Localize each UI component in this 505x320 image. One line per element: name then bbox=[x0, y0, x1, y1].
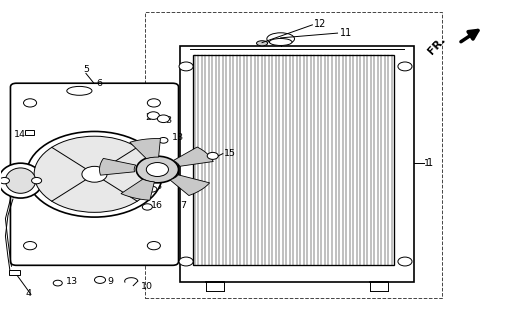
Circle shape bbox=[207, 152, 218, 159]
Polygon shape bbox=[121, 179, 154, 200]
Circle shape bbox=[397, 62, 411, 71]
Bar bbox=[9, 270, 20, 275]
Text: 11: 11 bbox=[339, 28, 351, 38]
Text: 2: 2 bbox=[145, 113, 151, 122]
Polygon shape bbox=[129, 139, 160, 159]
Text: 13: 13 bbox=[171, 133, 183, 142]
Circle shape bbox=[136, 156, 178, 183]
Circle shape bbox=[24, 242, 36, 250]
Text: 4: 4 bbox=[25, 289, 31, 298]
Circle shape bbox=[179, 62, 193, 71]
Circle shape bbox=[157, 115, 169, 123]
Circle shape bbox=[94, 276, 106, 284]
Circle shape bbox=[24, 99, 36, 107]
Text: 13: 13 bbox=[66, 277, 78, 286]
Bar bbox=[24, 131, 33, 135]
Ellipse shape bbox=[6, 168, 35, 193]
Text: 3: 3 bbox=[165, 116, 171, 125]
Text: 7: 7 bbox=[180, 202, 186, 211]
FancyBboxPatch shape bbox=[11, 83, 178, 265]
Circle shape bbox=[147, 242, 160, 250]
Polygon shape bbox=[173, 147, 213, 166]
Text: 13: 13 bbox=[151, 182, 163, 191]
Text: 5: 5 bbox=[83, 65, 89, 74]
Circle shape bbox=[82, 166, 107, 182]
Circle shape bbox=[146, 163, 168, 177]
Ellipse shape bbox=[266, 33, 294, 45]
Circle shape bbox=[159, 138, 168, 143]
Text: 1: 1 bbox=[426, 158, 432, 168]
Bar bbox=[144, 12, 441, 298]
Ellipse shape bbox=[256, 41, 267, 46]
Ellipse shape bbox=[0, 163, 42, 198]
Text: FR.: FR. bbox=[425, 34, 446, 56]
Circle shape bbox=[53, 280, 62, 286]
Polygon shape bbox=[170, 175, 209, 196]
Text: 15: 15 bbox=[223, 148, 235, 157]
Polygon shape bbox=[99, 158, 135, 175]
Text: 12: 12 bbox=[314, 19, 326, 28]
Text: 10: 10 bbox=[141, 282, 153, 292]
Circle shape bbox=[397, 257, 411, 266]
Circle shape bbox=[26, 132, 162, 217]
Text: 9: 9 bbox=[107, 277, 113, 286]
Circle shape bbox=[147, 99, 160, 107]
Circle shape bbox=[147, 112, 159, 119]
Ellipse shape bbox=[269, 38, 291, 45]
Text: 16: 16 bbox=[151, 201, 163, 210]
Ellipse shape bbox=[67, 86, 92, 95]
Circle shape bbox=[0, 178, 10, 184]
Text: 6: 6 bbox=[96, 79, 102, 88]
Text: 1: 1 bbox=[423, 159, 429, 168]
Circle shape bbox=[179, 257, 193, 266]
Bar bbox=[192, 55, 393, 265]
Text: 8: 8 bbox=[14, 174, 20, 184]
Bar bbox=[180, 46, 413, 282]
Circle shape bbox=[31, 178, 41, 184]
Circle shape bbox=[34, 136, 155, 212]
Text: 14: 14 bbox=[14, 130, 26, 139]
Circle shape bbox=[142, 204, 152, 210]
Circle shape bbox=[147, 186, 157, 192]
